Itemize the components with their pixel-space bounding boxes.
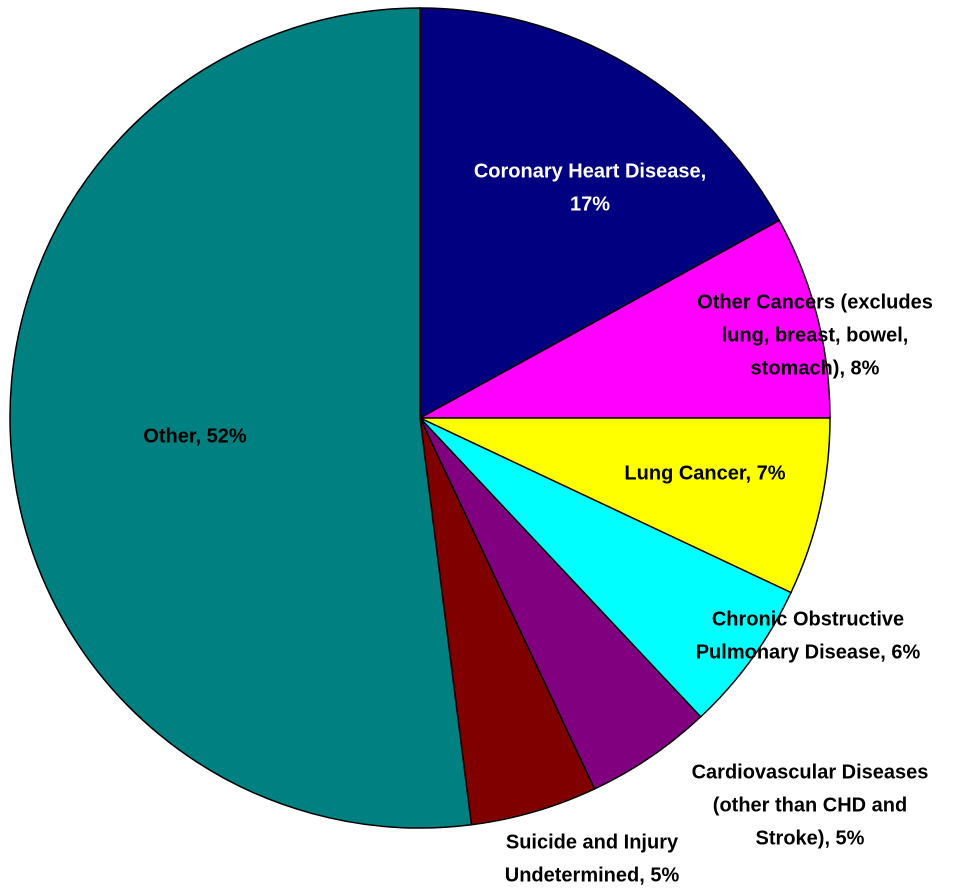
data-label: Coronary Heart Disease,: [474, 160, 706, 182]
pie-slice: [419, 219, 831, 419]
data-label: Lung Cancer, 7%: [624, 462, 785, 484]
data-label: Stroke), 5%: [756, 827, 865, 849]
data-label: 17%: [570, 193, 610, 215]
pie-slice: [419, 417, 831, 594]
pie-slice: [419, 7, 781, 420]
data-label: Other, 52%: [143, 425, 247, 447]
data-label: (other than CHD and: [713, 794, 907, 816]
data-label: Other Cancers (excludes: [697, 291, 933, 313]
pie-slice: [9, 7, 473, 829]
data-label: Chronic Obstructive: [712, 608, 904, 630]
pie-slice: [419, 417, 792, 718]
data-label: Suicide and Injury: [506, 831, 679, 853]
data-label: stomach), 8%: [751, 357, 880, 379]
data-label: lung, breast, bowel,: [722, 324, 909, 346]
data-label: Pulmonary Disease, 6%: [696, 641, 921, 663]
data-label: Cardiovascular Diseases: [692, 761, 929, 783]
data-label: Undetermined, 5%: [505, 864, 680, 886]
